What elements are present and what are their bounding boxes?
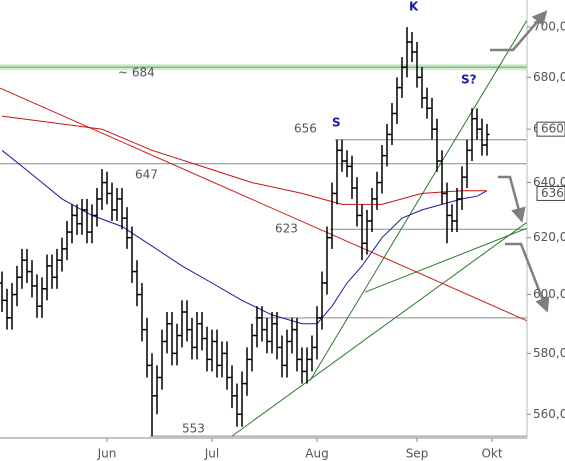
trendline [364,227,528,293]
trendline [0,87,528,322]
y-tick-label: 620,0 [533,230,565,244]
x-tick-label: Aug [305,447,328,461]
lines [0,19,528,437]
level-label: 647 [135,168,158,182]
arrows [490,10,550,313]
arrow [498,175,526,223]
trendline [309,19,528,381]
price-tag [536,121,565,137]
level-label: 623 [275,222,298,236]
arrow [490,10,548,52]
moving-average [1,149,488,325]
arrow [505,242,550,313]
price-tag-label: 660 [541,122,564,136]
moving-average [1,115,487,205]
levels [0,64,527,437]
y-tick-label: 580,0 [533,346,565,360]
x-tick-label: Jun [97,447,117,461]
x-tick-label: Okt [481,447,502,461]
trendline [231,221,528,437]
bars [0,27,490,437]
annotation: S [332,116,341,130]
level-label: ~ 684 [118,66,155,80]
x-tick-label: Jul [204,447,219,461]
level-label: 553 [182,422,205,436]
y-tick-label: 640,0 [533,175,565,189]
annotation: S? [461,73,477,87]
y-tick-label: 560,0 [533,407,565,421]
x-tick-label: Sep [406,447,429,461]
y-tick-label: 680,0 [533,70,565,84]
price-tag-label: 636 [541,186,564,200]
price-tag [536,185,565,201]
price-tags: 660 636 [536,121,565,201]
annotation: K [409,0,419,14]
level-label: 656 [294,122,317,136]
